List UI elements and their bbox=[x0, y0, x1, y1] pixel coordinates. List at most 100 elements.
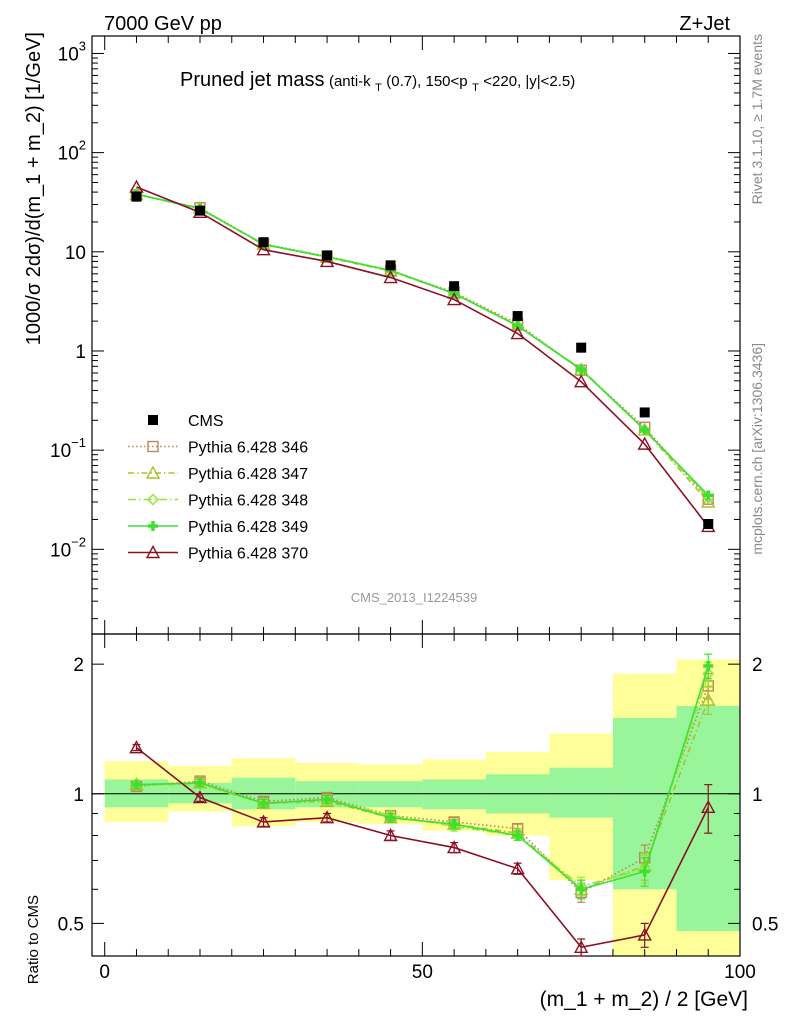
ratio-point-3 bbox=[258, 798, 269, 809]
ratio-point-4 bbox=[637, 927, 652, 941]
ratio-point-3-shape bbox=[512, 830, 523, 841]
main-frame bbox=[91, 35, 741, 635]
main-point-3 bbox=[576, 364, 587, 375]
ratio-point-3-shape bbox=[322, 794, 333, 805]
main-y-tick-label: 103 bbox=[58, 38, 86, 65]
ratio-line-0 bbox=[136, 685, 709, 894]
ratio-point-3 bbox=[195, 777, 205, 788]
cms-data-point bbox=[322, 250, 333, 261]
cms-data-point bbox=[512, 311, 523, 322]
legend-marker bbox=[145, 465, 161, 479]
ratio-point-3 bbox=[703, 661, 714, 672]
main-y-tick-label: 10−2 bbox=[50, 534, 86, 561]
main-point-4 bbox=[383, 270, 398, 284]
analysis-watermark: CMS_2013_I1224539 bbox=[351, 590, 478, 605]
legend-label: Pythia 6.428 347 bbox=[188, 466, 308, 483]
main-y-tick-label: 10−1 bbox=[50, 435, 86, 462]
y-axis-label-main: 1000/σ 2dσ)/d(m_1 + m_2) [1/GeV] bbox=[23, 32, 45, 345]
main-y-tick-exp: 3 bbox=[79, 38, 86, 53]
main-point-4 bbox=[256, 242, 271, 256]
main-point-4 bbox=[319, 253, 335, 268]
ratio-point-3-shape bbox=[703, 661, 714, 672]
ratio-point-3-shape bbox=[449, 819, 460, 830]
ratio-point-1 bbox=[701, 692, 716, 706]
ratio-point-3-shape bbox=[576, 884, 587, 895]
main-y-tick-base: 10 bbox=[50, 441, 71, 462]
cms-data-point bbox=[258, 237, 269, 248]
main-line-4 bbox=[136, 186, 709, 527]
main-point-1 bbox=[701, 494, 716, 508]
main-point-4 bbox=[446, 292, 462, 306]
ratio-point-4 bbox=[446, 840, 462, 854]
main-point-4 bbox=[573, 374, 589, 388]
plot-title-detail-a: (anti-k bbox=[329, 73, 371, 90]
cms-data-point bbox=[195, 205, 205, 216]
ratio-point-4 bbox=[129, 740, 144, 754]
cms-data-point bbox=[576, 342, 587, 353]
ratio-point-4 bbox=[573, 939, 589, 954]
y-axis-label-ratio: Ratio to CMS bbox=[25, 895, 42, 984]
x-axis-label: (m_1 + m_2) / 2 [GeV] bbox=[540, 988, 748, 1011]
ratio-point-4 bbox=[383, 828, 398, 842]
legend-label: Pythia 6.428 349 bbox=[188, 519, 308, 536]
plot-title-detail-c: <220, |y|<2.5) bbox=[483, 73, 575, 90]
ratio-y-tick-label-right: 1 bbox=[752, 785, 763, 806]
legend-label: Pythia 6.428 348 bbox=[188, 493, 308, 510]
plot-title-sub-t2: T bbox=[472, 82, 479, 94]
ratio-point-4 bbox=[256, 814, 271, 828]
ratio-point-4 bbox=[192, 790, 208, 804]
ratio-bands bbox=[104, 659, 740, 956]
main-y-tick-exp: 2 bbox=[79, 138, 86, 153]
legend-marker-shape bbox=[148, 521, 158, 531]
main-point-3-shape bbox=[512, 320, 523, 331]
main-y-tick-base: 10 bbox=[50, 540, 71, 561]
ratio-point-3 bbox=[512, 830, 523, 841]
legend-marker bbox=[148, 415, 158, 425]
ratio-point-3 bbox=[385, 812, 396, 823]
main-y-tick-base: 10 bbox=[58, 44, 79, 65]
ratio-point-4 bbox=[701, 799, 716, 814]
mcplots-label: mcplots.cern.ch [arXiv:1306.3436] bbox=[749, 343, 765, 555]
main-point-3-shape bbox=[576, 364, 587, 375]
main-y-tick-exp: −1 bbox=[71, 435, 86, 450]
main-point-4 bbox=[637, 436, 652, 450]
main-y-tick-label: 102 bbox=[58, 138, 86, 165]
main-point-3 bbox=[639, 424, 650, 435]
ratio-frame bbox=[91, 633, 741, 957]
ratio-panel: 0.5 0.5 1 1 2 2 0 50 100 bbox=[58, 633, 778, 983]
plot-title-sub-t1: T bbox=[375, 82, 382, 94]
ratio-y-tick-label: 0.5 bbox=[58, 914, 84, 935]
header-right: Z+Jet bbox=[679, 13, 730, 35]
cms-data-point bbox=[385, 260, 396, 271]
ratio-y-tick-label-right: 0.5 bbox=[752, 914, 778, 935]
ratio-point-4 bbox=[510, 861, 525, 875]
x-tick-label: 50 bbox=[412, 962, 433, 983]
main-point-3 bbox=[703, 490, 714, 501]
ratio-point-3-shape bbox=[385, 812, 396, 823]
main-point-3-shape bbox=[639, 424, 650, 435]
legend-label: CMS bbox=[188, 413, 224, 430]
legend-label: Pythia 6.428 346 bbox=[188, 440, 308, 457]
ratio-band-green bbox=[549, 767, 613, 818]
ratio-y-tick-label: 1 bbox=[73, 785, 84, 806]
ratio-point-3 bbox=[131, 779, 142, 790]
ratio-y-tick-label-right: 2 bbox=[752, 655, 763, 676]
x-tick-label: 0 bbox=[99, 962, 110, 983]
plot-title: Pruned jet mass (anti-k T (0.7), 150<p T… bbox=[180, 69, 575, 95]
plot-title-detail-b: (0.7), 150<p bbox=[386, 73, 467, 90]
main-y-tick-label: 1 bbox=[75, 342, 86, 363]
rivet-label: Rivet 3.1.10, ≥ 1.7M events bbox=[749, 34, 765, 204]
x-tick-label: 100 bbox=[724, 962, 756, 983]
cms-data-point bbox=[449, 281, 460, 292]
ratio-point-3 bbox=[576, 884, 587, 895]
header-left: 7000 GeV pp bbox=[104, 13, 222, 35]
ratio-point-3 bbox=[322, 794, 333, 805]
plot-title-main: Pruned jet mass bbox=[180, 69, 325, 91]
cms-data-point bbox=[703, 519, 714, 530]
main-point-3-shape bbox=[703, 490, 714, 501]
legend-marker bbox=[145, 545, 161, 559]
ratio-point-3-shape bbox=[639, 866, 650, 877]
legend-marker bbox=[147, 493, 159, 506]
main-point-3 bbox=[512, 320, 523, 331]
